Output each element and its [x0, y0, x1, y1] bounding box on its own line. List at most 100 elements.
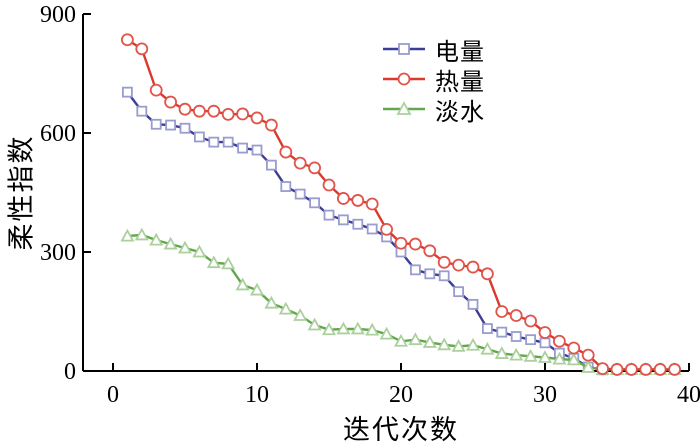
data-point [192, 244, 207, 258]
legend-triangle-marker-icon [383, 101, 425, 115]
data-point [481, 323, 493, 334]
x-tick-label: 30 [533, 382, 557, 408]
data-point [467, 298, 479, 310]
data-point [207, 104, 221, 118]
x-tick-label: 10 [245, 382, 269, 408]
data-point [206, 255, 221, 269]
series-line [126, 91, 603, 371]
data-point [422, 335, 437, 348]
data-point [323, 209, 335, 221]
data-point [280, 181, 292, 192]
data-point [264, 118, 278, 132]
data-point [625, 363, 638, 376]
y-tick-label: 900 [40, 2, 76, 28]
data-point [509, 309, 523, 322]
data-point [164, 95, 178, 109]
data-point [566, 352, 581, 366]
data-point [537, 350, 553, 363]
data-point [437, 337, 452, 351]
legend-item-electricity: 电量 [383, 34, 485, 66]
data-point [525, 334, 536, 346]
data-point [179, 122, 191, 134]
data-point [265, 159, 277, 171]
data-point [149, 83, 163, 97]
data-point [294, 188, 306, 200]
data-point [394, 236, 408, 250]
data-point [178, 102, 192, 116]
data-point [251, 144, 263, 156]
series-淡水 [120, 227, 682, 375]
data-point [639, 363, 653, 376]
data-point [279, 145, 293, 159]
y-tick-label: 300 [40, 240, 76, 266]
y-tick-label: 600 [40, 121, 76, 147]
data-point [538, 326, 552, 339]
data-point [293, 308, 308, 321]
data-point [351, 194, 365, 207]
data-point [366, 223, 378, 235]
data-point [423, 244, 437, 258]
data-point [221, 107, 235, 121]
legend-item-freshwater: 淡水 [383, 94, 485, 126]
data-point [165, 119, 177, 131]
legend: 电量 热量 淡水 [383, 34, 485, 126]
legend-square-marker-icon [383, 43, 425, 55]
data-point [409, 264, 421, 276]
data-point [120, 228, 135, 242]
legend-label-heat: 热量 [435, 69, 485, 96]
data-point [336, 321, 351, 335]
data-point [553, 334, 566, 348]
data-point [539, 337, 551, 349]
x-tick-label: 0 [107, 382, 119, 408]
data-point [480, 341, 495, 355]
data-point [135, 42, 149, 56]
data-point [278, 301, 293, 315]
data-point [307, 317, 322, 331]
data-point [524, 314, 537, 328]
y-origin-label: 0 [64, 359, 76, 385]
data-point [379, 326, 394, 340]
x-tick-label: 40 [677, 382, 700, 408]
data-point [293, 156, 307, 170]
data-point [465, 337, 481, 351]
data-point [380, 222, 394, 236]
data-point [222, 136, 234, 148]
data-point [309, 197, 321, 209]
data-point [308, 161, 322, 175]
data-point [552, 351, 567, 365]
data-point [136, 105, 148, 117]
series-热量 [121, 33, 681, 376]
series-电量 [122, 86, 608, 376]
data-point [494, 346, 509, 359]
data-point [495, 305, 509, 318]
data-point [653, 363, 667, 376]
data-point [250, 111, 264, 125]
data-point [193, 131, 205, 143]
data-point [480, 267, 494, 281]
y-axis-title: 柔性指数 [6, 134, 37, 251]
data-point [192, 104, 206, 118]
data-point [150, 118, 162, 130]
data-point [121, 33, 134, 47]
data-point [451, 339, 466, 352]
data-point [122, 86, 133, 98]
data-point [496, 326, 508, 338]
data-point [235, 277, 250, 291]
data-point [264, 295, 279, 309]
data-point [581, 348, 595, 362]
data-point [438, 270, 450, 282]
data-point [221, 256, 236, 270]
data-point [596, 362, 609, 376]
data-point [208, 136, 220, 148]
data-point [523, 348, 538, 362]
data-point [350, 321, 365, 335]
data-point [321, 322, 337, 336]
x-axis-title: 迭代次数 [343, 415, 459, 443]
data-point [668, 363, 681, 376]
data-point [510, 331, 522, 342]
data-point [437, 255, 451, 269]
series-lines [120, 33, 682, 376]
data-point [352, 218, 364, 230]
